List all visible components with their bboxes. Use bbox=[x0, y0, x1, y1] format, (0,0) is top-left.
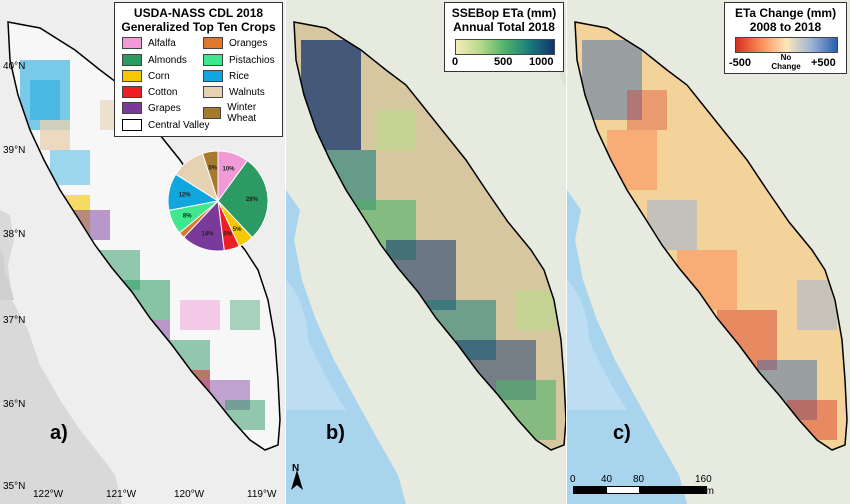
longitude-label: 120°W bbox=[174, 489, 205, 500]
legend-item-oranges: Oranges bbox=[203, 37, 267, 49]
panel-b-eta-map: b) SSEBop ETa (mm) Annual Total 2018 0 5… bbox=[286, 0, 566, 504]
change-legend-title-line2: 2008 to 2018 bbox=[749, 20, 822, 34]
legend-item-label: Alfalfa bbox=[148, 37, 176, 49]
eta-legend-title-line2: Annual Total 2018 bbox=[453, 20, 555, 34]
change-tick-max: +500 bbox=[811, 57, 836, 69]
eta-tick-mid: 500 bbox=[494, 56, 513, 68]
pie-slice-label: 28% bbox=[246, 197, 259, 203]
legend-item-label: Winter Wheat bbox=[227, 102, 257, 124]
north-arrow-letter: N bbox=[292, 463, 300, 474]
pie-slice-label: 12% bbox=[179, 193, 192, 199]
legend-item-rice: Rice bbox=[203, 70, 249, 82]
panel-c-eta-change-map: c) ETa Change (mm) 2008 to 2018 -500 No … bbox=[567, 0, 850, 504]
scale-tick-label: 80 bbox=[633, 474, 645, 485]
scale-unit: Km bbox=[699, 486, 714, 497]
scale-bar bbox=[573, 486, 713, 494]
longitude-label: 122°W bbox=[33, 489, 64, 500]
pie-slice-label: 14% bbox=[201, 231, 214, 237]
pie-slice-label: 10% bbox=[222, 167, 235, 173]
eta-legend-title-line1: SSEBop ETa (mm) bbox=[451, 6, 557, 20]
change-color-ramp bbox=[735, 37, 838, 53]
eta-map bbox=[286, 0, 566, 504]
eta-tick-max: 1000 bbox=[529, 56, 554, 68]
north-arrow-icon bbox=[291, 470, 303, 490]
swatch-almonds bbox=[122, 54, 142, 66]
latitude-label: 40°N bbox=[3, 61, 26, 72]
change-tick-mid: No Change bbox=[771, 53, 801, 71]
legend-item-central-valley: Central Valley bbox=[122, 119, 210, 131]
longitude-label: 121°W bbox=[106, 489, 137, 500]
swatch-alfalfa bbox=[122, 37, 142, 49]
longitude-label: 119°W bbox=[247, 489, 277, 500]
pie-slice-label: 5% bbox=[208, 165, 217, 171]
scale-bar-segment bbox=[606, 486, 640, 494]
panel-label-a: a) bbox=[50, 422, 68, 444]
legend-item-label: Walnuts bbox=[229, 86, 265, 98]
swatch-pistachios bbox=[203, 54, 223, 66]
crop-legend-title-line2: Generalized Top Ten Crops bbox=[121, 20, 276, 34]
legend-item-alfalfa: Alfalfa bbox=[122, 37, 176, 49]
panel-label-c: c) bbox=[613, 422, 631, 444]
legend-item-cotton: Cotton bbox=[122, 86, 177, 98]
legend-item-winter-wheat: Winter Wheat bbox=[203, 102, 282, 124]
swatch-walnuts bbox=[203, 86, 223, 98]
crop-legend: USDA-NASS CDL 2018 Generalized Top Ten C… bbox=[114, 2, 283, 137]
legend-item-label: Pistachios bbox=[229, 54, 275, 66]
legend-item-grapes: Grapes bbox=[122, 102, 181, 114]
latitude-label: 36°N bbox=[3, 399, 26, 410]
legend-item-walnuts: Walnuts bbox=[203, 86, 265, 98]
eta-legend: SSEBop ETa (mm) Annual Total 2018 0 500 … bbox=[444, 2, 564, 72]
change-tick-min: -500 bbox=[729, 57, 752, 69]
eta-change-legend: ETa Change (mm) 2008 to 2018 -500 No Cha… bbox=[724, 2, 847, 74]
legend-item-label: Almonds bbox=[148, 54, 187, 66]
pie-slice-label: 5% bbox=[233, 227, 242, 233]
legend-item-label: Rice bbox=[229, 70, 250, 82]
swatch-central-valley bbox=[122, 119, 142, 131]
central-valley-outline bbox=[575, 22, 847, 450]
crop-share-pie: 10%28%5%5%14%8%12%5% bbox=[167, 150, 269, 252]
swatch-corn bbox=[122, 70, 142, 82]
panel-label-b: b) bbox=[326, 422, 345, 444]
legend-item-label: Grapes bbox=[148, 102, 181, 114]
scale-tick-label: 160 bbox=[695, 474, 712, 485]
latitude-label: 37°N bbox=[3, 315, 26, 326]
legend-item-label: Central Valley bbox=[148, 119, 210, 131]
latitude-label: 38°N bbox=[3, 229, 26, 240]
latitude-label: 39°N bbox=[3, 145, 26, 156]
panel-a-crop-map: 40°N 39°N 38°N 37°N 36°N 35°N 122°W 121°… bbox=[0, 0, 285, 504]
crop-legend-title-line1: USDA-NASS CDL 2018 bbox=[133, 6, 264, 20]
legend-item-label: Cotton bbox=[148, 86, 178, 98]
scale-bar-segment bbox=[573, 486, 607, 494]
scale-tick-label: 0 bbox=[570, 474, 576, 485]
eta-color-ramp bbox=[455, 39, 555, 55]
eta-change-map bbox=[567, 0, 850, 504]
pie-slice-winter-wheat bbox=[201, 150, 219, 202]
swatch-oranges bbox=[203, 37, 223, 49]
legend-item-label: Oranges bbox=[229, 37, 268, 49]
scale-tick-label: 40 bbox=[601, 474, 613, 485]
legend-item-almonds: Almonds bbox=[122, 54, 187, 66]
pie-slice-almonds bbox=[217, 159, 269, 239]
pie-slice-label: 5% bbox=[223, 232, 232, 238]
legend-item-label: Corn bbox=[148, 70, 170, 82]
legend-item-pistachios: Pistachios bbox=[203, 54, 275, 66]
change-legend-title-line1: ETa Change (mm) bbox=[734, 6, 837, 20]
pie-slice-label: 8% bbox=[183, 213, 192, 219]
swatch-grapes bbox=[122, 102, 142, 114]
swatch-cotton bbox=[122, 86, 142, 98]
legend-item-corn: Corn bbox=[122, 70, 170, 82]
swatch-rice bbox=[203, 70, 223, 82]
eta-tick-min: 0 bbox=[452, 56, 459, 68]
latitude-label: 35°N bbox=[3, 481, 26, 492]
scale-bar-segment bbox=[639, 486, 707, 494]
swatch-winter-wheat bbox=[203, 107, 222, 119]
